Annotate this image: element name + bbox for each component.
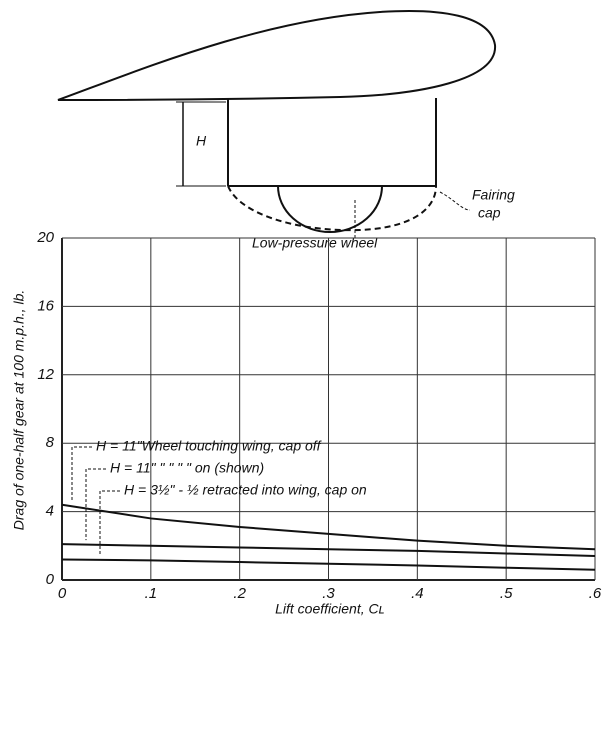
x-tick-label: .5 <box>500 585 513 602</box>
fairing-label: Fairing <box>472 187 515 203</box>
legend-leader <box>99 490 120 556</box>
legend-label: H = 11" " " " " on (shown) <box>110 460 264 476</box>
x-tick-label: 0 <box>58 585 67 602</box>
y-tick-label: 12 <box>37 366 54 383</box>
y-tick-label: 16 <box>37 297 54 314</box>
data-line <box>61 503 596 551</box>
wing <box>57 9 497 101</box>
legend-leader <box>85 468 106 541</box>
legend-leader <box>71 446 92 501</box>
fairing-cap <box>227 185 437 232</box>
x-tick-label: .6 <box>589 585 602 602</box>
x-axis-label: Lift coefficient, Cʟ <box>275 601 385 617</box>
legend-label: H = 3½" - ½ retracted into wing, cap on <box>124 482 367 498</box>
y-tick-label: 20 <box>36 229 54 246</box>
y-tick-label: 8 <box>46 434 55 451</box>
leader <box>439 191 471 211</box>
data-line <box>61 543 596 558</box>
y-axis-label: Drag of one-half gear at 100 m.p.h., lb. <box>11 290 27 530</box>
x-tick-label: .4 <box>411 585 424 602</box>
x-tick-label: .2 <box>233 585 246 602</box>
wheel <box>277 185 383 233</box>
legend-label: H = 11"Wheel touching wing, cap off <box>96 438 323 454</box>
height-label: H <box>196 133 207 149</box>
x-tick-label: .3 <box>322 585 335 602</box>
data-line <box>61 558 596 571</box>
fairing-label: cap <box>478 205 501 221</box>
y-tick-label: 4 <box>46 503 54 520</box>
x-tick-label: .1 <box>145 585 158 602</box>
gear-diagram <box>57 9 497 240</box>
y-tick-label: 0 <box>46 571 55 588</box>
wheel-label: Low-pressure wheel <box>252 235 378 251</box>
